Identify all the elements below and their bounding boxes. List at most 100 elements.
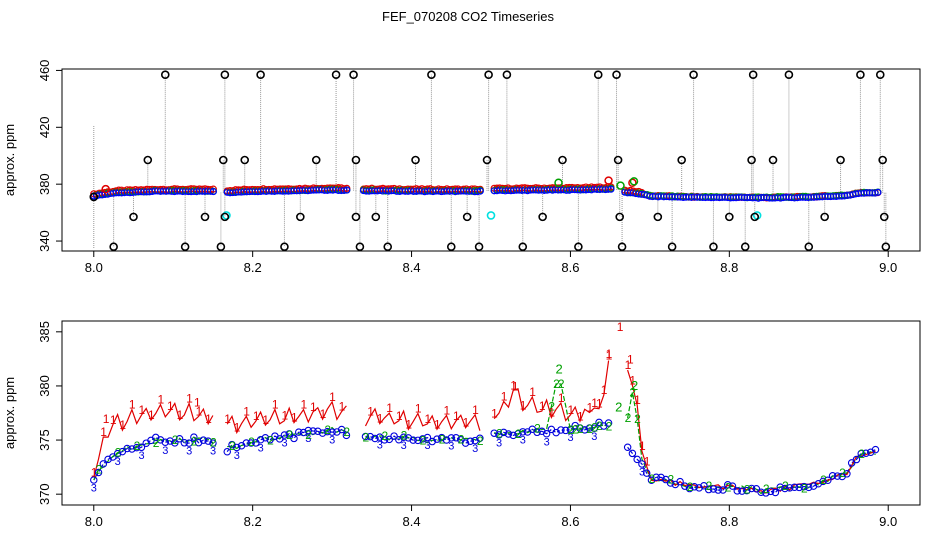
series-3-point: [337, 425, 346, 434]
series-3-point: [776, 483, 784, 491]
series-3-point: [490, 429, 498, 437]
series-2-marker: 2: [625, 411, 632, 425]
outlier-point: [474, 242, 484, 252]
series-3-marker: 3: [496, 438, 502, 450]
top-panel-axes: 8.0 8.2 8.4 8.6 8.8 9.0 340 380 420 460: [37, 60, 897, 275]
outlier-point: [216, 242, 226, 252]
series-1-marker: 1: [424, 412, 431, 426]
series-1-marker: 1: [529, 385, 536, 399]
series-3-point: [233, 443, 241, 452]
series-1-marker: 1: [463, 416, 470, 430]
series-3-marker: 3: [448, 440, 454, 452]
outlier-point: [709, 242, 718, 252]
series-2-marker: 2: [587, 422, 594, 436]
series-3-point: [404, 434, 413, 442]
series-2-marker: 2: [458, 433, 465, 447]
series-2-marker: 2: [548, 399, 555, 413]
outlier-point: [427, 70, 436, 79]
x-tick-label: 8.0: [85, 514, 103, 529]
series-1-marker: 1: [577, 409, 584, 423]
series-3-point: [275, 435, 284, 443]
outlier-point: [617, 242, 627, 252]
series-3-point: [738, 487, 746, 495]
series-3-point: [666, 479, 675, 487]
series-1-marker: 1: [186, 392, 193, 406]
series-2-peak-marker: 2: [631, 378, 638, 393]
series-2-marker: 2: [606, 419, 613, 433]
series-2-marker: 2: [172, 433, 179, 447]
series-3-point: [223, 447, 231, 456]
series-1-marker: 1: [601, 383, 608, 397]
series-1-marker: 1: [377, 412, 384, 426]
series-2-marker: 2: [401, 429, 408, 443]
series-3-point: [314, 427, 322, 436]
series-3-point: [514, 430, 522, 438]
series-1-marker: 1: [510, 378, 517, 392]
series-1-marker: 1: [434, 417, 441, 431]
outlier-point: [240, 155, 250, 165]
outlier-point: [220, 70, 230, 79]
baseline-point-red: [209, 185, 217, 193]
series-3-marker: 3: [329, 435, 335, 447]
series-3-point: [542, 429, 551, 438]
outlier-point: [351, 155, 361, 165]
figure-title: FEF_070208 CO2 Timeseries: [382, 9, 554, 24]
series-3-marker: 3: [186, 446, 192, 458]
series-3-point: [171, 439, 179, 447]
series-1-marker: 1: [491, 407, 498, 421]
series-2-marker: 2: [839, 466, 846, 480]
series-2-marker: 2: [591, 420, 598, 434]
outlier-point: [612, 70, 621, 79]
series-3-point: [452, 433, 460, 442]
outlier-point: [879, 212, 889, 222]
series-2-marker: 2: [343, 425, 350, 439]
x-tick-label: 8.6: [561, 514, 579, 529]
outlier-point: [200, 212, 210, 222]
series-1-marker: 1: [253, 409, 260, 423]
series-3-marker: 3: [91, 483, 97, 495]
outlier-point: [349, 70, 358, 79]
series-3-point: [857, 449, 865, 458]
series-3-point: [700, 481, 708, 490]
series-3-point: [685, 484, 694, 493]
series-3-point: [752, 484, 761, 493]
series-1-marker: 1: [158, 393, 165, 407]
series-3-point: [166, 437, 174, 445]
series-3-point: [447, 434, 456, 442]
baseline-point-blue: [209, 187, 217, 196]
series-3-point: [180, 439, 189, 447]
series-3-point: [519, 428, 527, 436]
series-3-point: [805, 483, 813, 492]
series-3-point: [566, 425, 575, 434]
green-point: [616, 181, 625, 190]
series-1-line: [93, 360, 876, 494]
series-1-marker: 1: [320, 407, 327, 421]
outlier-point: [518, 242, 528, 252]
series-1-marker: 1: [634, 393, 641, 407]
series-3-point: [733, 487, 742, 495]
series-3-point: [323, 427, 332, 436]
series-1-marker: 1: [291, 411, 298, 425]
outlier-point: [160, 70, 170, 79]
series-3-point: [304, 426, 313, 435]
series-3-point: [714, 486, 722, 494]
series-2-marker: 2: [763, 482, 770, 496]
series-3-point: [123, 444, 131, 453]
series-3-point: [442, 436, 451, 444]
series-3-point: [137, 443, 146, 452]
series-3-point: [743, 486, 751, 495]
series-3-marker: 3: [258, 442, 264, 454]
series-3-point: [604, 419, 613, 427]
series-3-point: [657, 473, 665, 482]
series-2-marker: 2: [629, 385, 636, 399]
series-3-point: [800, 482, 808, 491]
top-panel: 8.0 8.2 8.4 8.6 8.8 9.0 340 380 420 460 approx. p…: [2, 60, 921, 275]
x-tick-label: 9.0: [879, 260, 897, 275]
series-3-marker: 3: [567, 432, 573, 444]
series-3-point: [509, 431, 517, 440]
series-3-point: [766, 487, 775, 496]
outlier-point: [748, 70, 758, 79]
x-tick-label: 8.2: [244, 514, 262, 529]
